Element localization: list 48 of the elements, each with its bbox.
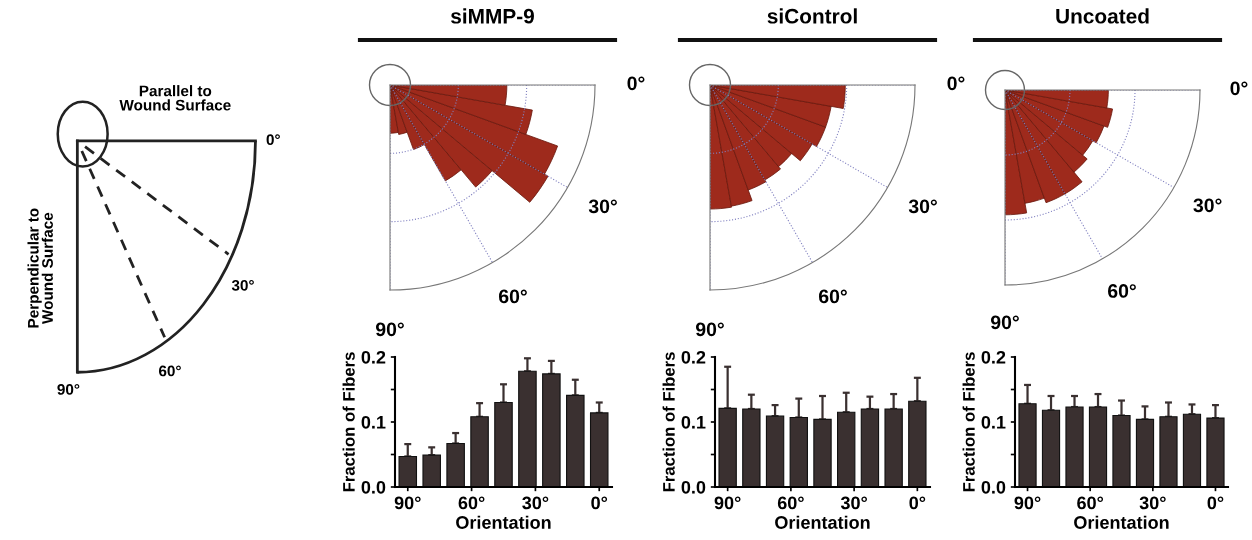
y-tick-label: 0.0 (361, 480, 386, 494)
text: 90° (990, 315, 1019, 330)
y-tick-label: 0.1 (681, 415, 706, 429)
y-tick-label: 0.0 (981, 480, 1006, 494)
y-axis-title: Fraction of Fibers (662, 352, 675, 492)
text: 30° (231, 279, 254, 291)
x-tick-label: 90° (1014, 496, 1041, 510)
y-axis-title: Fraction of Fibers (962, 352, 975, 492)
text: 90° (375, 322, 404, 337)
text: 60° (1108, 284, 1136, 298)
text: 0° (266, 134, 280, 146)
text: 30° (1193, 198, 1222, 213)
x-tick-label: 0° (1207, 496, 1224, 510)
chart-title: siMMP-9 (450, 8, 534, 24)
text: 0° (1230, 81, 1248, 96)
text: Perpendicular to Wound Surface (27, 208, 53, 328)
y-tick-label: 0.1 (361, 415, 386, 429)
y-tick-label: 0.0 (681, 480, 706, 494)
text: 90° (695, 322, 724, 337)
x-axis-title: Orientation (775, 515, 870, 529)
text: 0° (627, 76, 645, 91)
text: 60° (819, 289, 847, 304)
y-tick-label: 0.1 (981, 415, 1006, 429)
x-tick-label: 30° (1139, 496, 1166, 510)
text: 30° (908, 199, 937, 214)
y-tick-label: 0.2 (681, 350, 706, 364)
y-tick-label: 0.2 (981, 350, 1006, 364)
x-axis-title: Orientation (1074, 515, 1169, 529)
text: 60° (158, 365, 181, 377)
x-tick-label: 60° (1077, 496, 1104, 510)
chart-title: Uncoated (1056, 8, 1149, 24)
x-tick-label: 90° (714, 496, 741, 510)
y-tick-label: 0.2 (361, 350, 386, 364)
text: 60° (499, 289, 527, 304)
x-tick-label: 60° (458, 496, 485, 510)
text: 0° (947, 76, 965, 91)
chart-title: siControl (767, 8, 857, 24)
x-tick-label: 60° (777, 496, 804, 510)
x-tick-label: 0° (909, 496, 926, 510)
x-axis-title: Orientation (456, 515, 551, 529)
x-tick-label: 30° (522, 496, 549, 510)
text: 30° (588, 199, 617, 214)
y-axis-title: Fraction of Fibers (342, 352, 355, 492)
x-tick-label: 30° (840, 496, 867, 510)
x-tick-label: 90° (394, 496, 421, 510)
text: Parallel to Wound Surface (119, 85, 231, 111)
text: 90° (57, 384, 80, 395)
x-tick-label: 0° (591, 496, 608, 510)
